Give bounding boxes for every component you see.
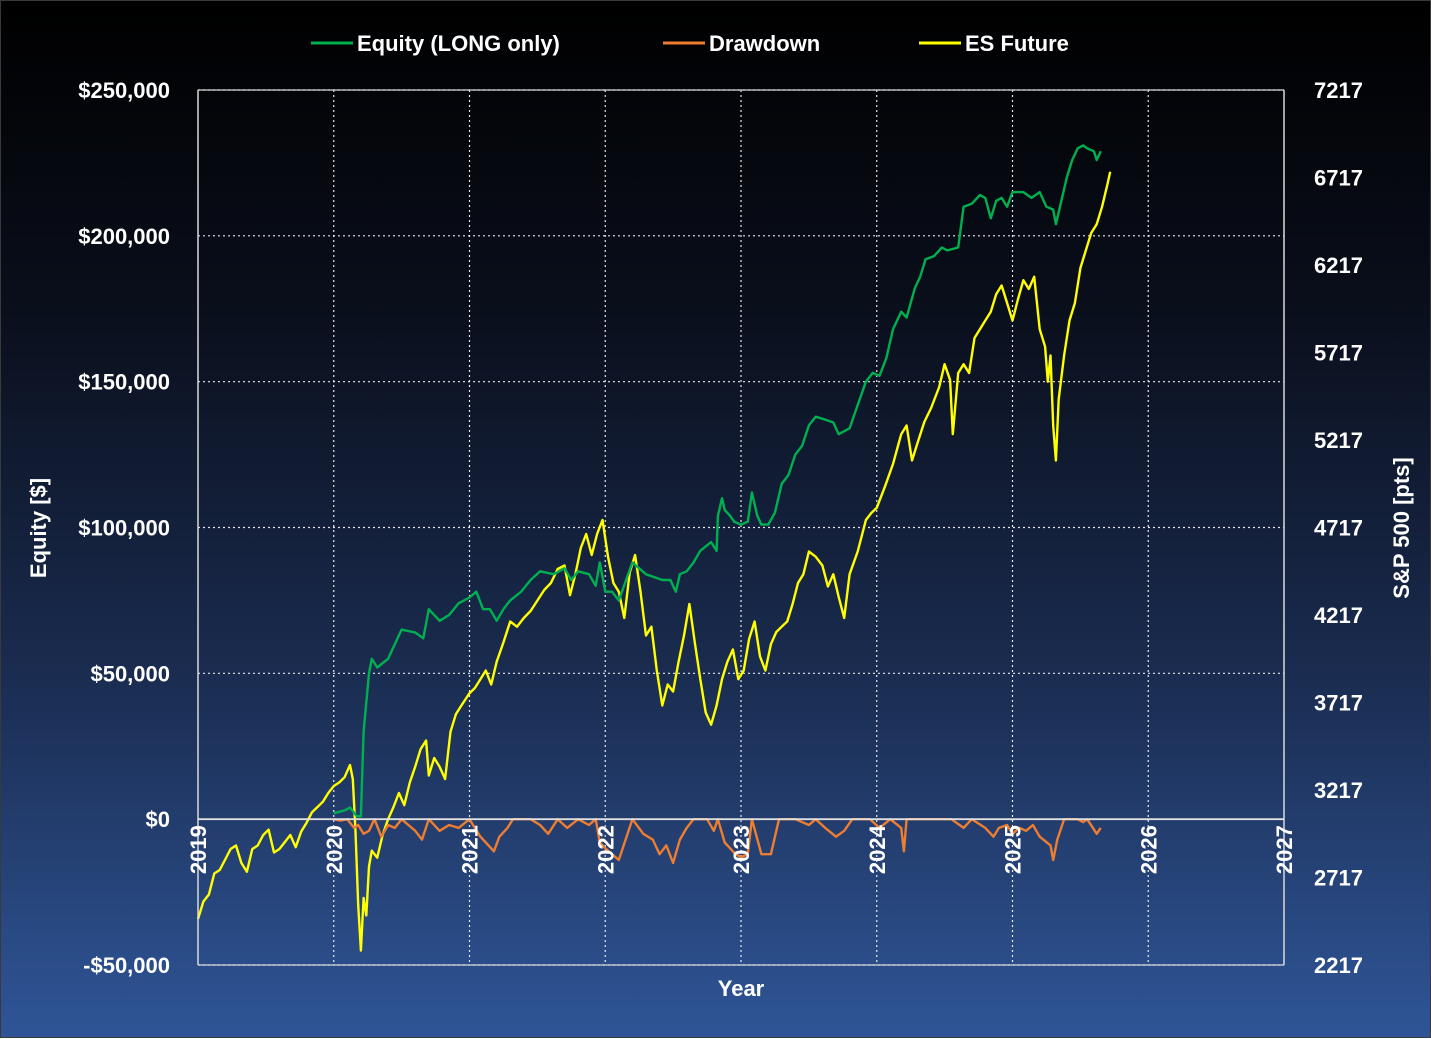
y-left-tick-label: $200,000 xyxy=(78,224,170,249)
y-left-tick-label: $0 xyxy=(146,807,170,832)
grid-layer xyxy=(198,89,1284,966)
y-left-tick-label: -$50,000 xyxy=(83,953,170,978)
y-left-tick-label: $50,000 xyxy=(90,661,170,686)
y-right-tick-label: 6217 xyxy=(1314,253,1363,278)
y-right-tick-label: 2217 xyxy=(1314,953,1363,978)
series-line-equity-long-only xyxy=(333,144,1102,818)
axis-layer: $250,000 $200,000 $150,000 $100,000 $50,000 $… xyxy=(78,78,1363,978)
x-tick-label: 2021 xyxy=(458,825,483,874)
x-tick-label: 2019 xyxy=(186,825,211,874)
series-line-drawdown xyxy=(333,818,1102,865)
y-left-tick-label: $250,000 xyxy=(78,78,170,103)
y-right-tick-label: 3717 xyxy=(1314,691,1363,716)
legend: Equity (LONG only) Drawdown ES Future xyxy=(311,31,1069,56)
x-tick-label: 2024 xyxy=(865,824,890,874)
x-tick-label: 2020 xyxy=(322,825,347,874)
x-tick-label: 2023 xyxy=(729,825,754,874)
y-right-tick-label: 5717 xyxy=(1314,341,1363,366)
y-right-axis-title: S&P 500 [pts] xyxy=(1389,457,1414,598)
x-tick-label: 2025 xyxy=(1001,825,1026,874)
legend-label: ES Future xyxy=(965,31,1069,56)
y-right-tick-label: 4217 xyxy=(1314,603,1363,628)
y-right-tick-label: 3217 xyxy=(1314,778,1363,803)
y-left-axis-title: Equity [$] xyxy=(26,478,51,578)
x-tick-label: 2026 xyxy=(1136,825,1161,874)
legend-label: Equity (LONG only) xyxy=(357,31,560,56)
y-right-tick-label: 2717 xyxy=(1314,866,1363,891)
y-left-tick-label: $100,000 xyxy=(78,516,170,541)
y-right-tick-label: 7217 xyxy=(1314,78,1363,103)
legend-label: Drawdown xyxy=(709,31,820,56)
x-tick-label: 2027 xyxy=(1272,825,1297,874)
x-axis-title: Year xyxy=(718,976,765,1001)
y-right-tick-label: 5217 xyxy=(1314,428,1363,453)
x-tick-label: 2022 xyxy=(593,825,618,874)
y-right-tick-label: 6717 xyxy=(1314,166,1363,191)
y-right-tick-label: 4717 xyxy=(1314,516,1363,541)
y-left-tick-label: $150,000 xyxy=(78,370,170,395)
series-line-es-future xyxy=(196,171,1112,952)
